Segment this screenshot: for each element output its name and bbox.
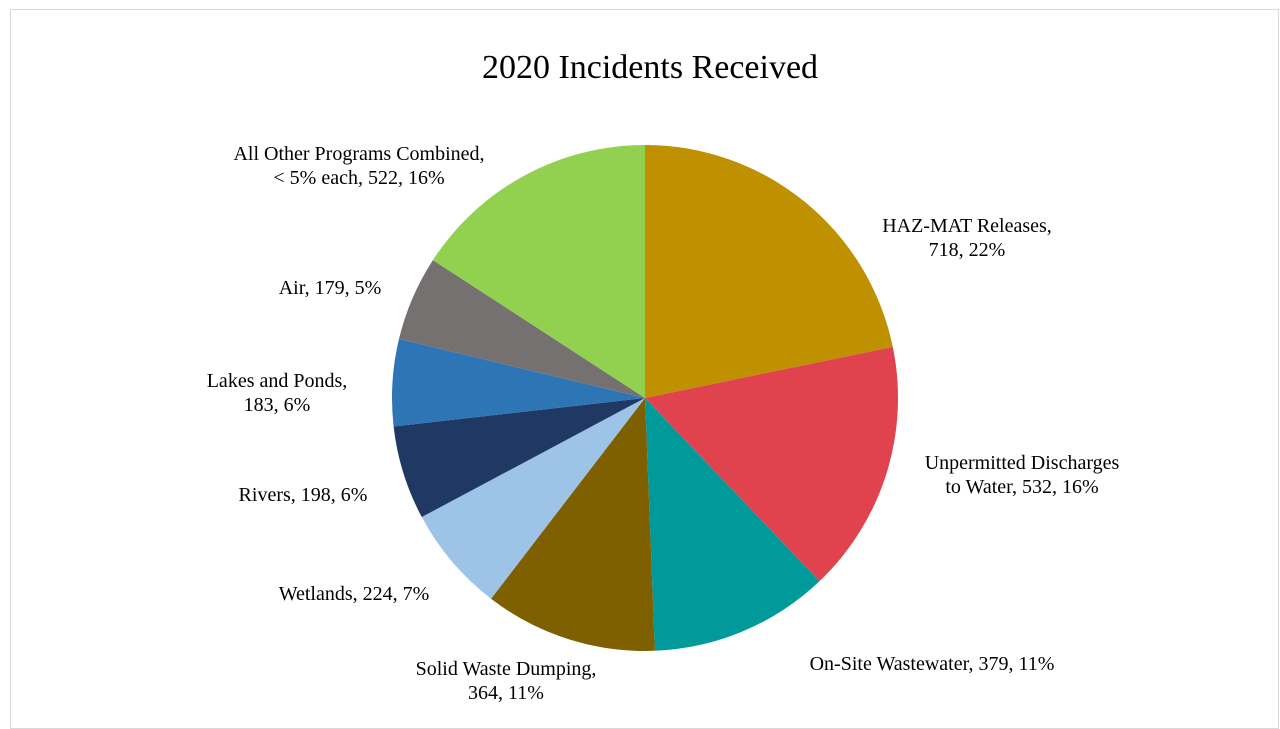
pie-slice-wetlands: [421, 398, 645, 599]
slice-label-line: < 5% each, 522, 16%: [273, 167, 444, 189]
chart-title: 2020 Incidents Received: [482, 49, 818, 86]
pie-slice-on-site-wastewater: [645, 398, 820, 651]
slice-label-unpermitted-discharges-to-water: Unpermitted Discharges to Water, 532, 16%: [925, 452, 1120, 498]
slice-label-line: 364, 11%: [468, 682, 544, 704]
slice-label-rivers: Rivers, 198, 6%: [239, 484, 368, 506]
slice-label-wetlands: Wetlands, 224, 7%: [279, 583, 430, 605]
pie-slice-haz-mat-releases: [645, 145, 893, 398]
slice-label-line: Solid Waste Dumping,: [416, 658, 597, 680]
slice-label-lakes-and-ponds: Lakes and Ponds, 183, 6%: [207, 370, 348, 416]
slice-label-line: 183, 6%: [244, 394, 311, 416]
slice-label-all-other-programs-combined-5-each: All Other Programs Combined, < 5% each, 5…: [233, 143, 484, 189]
slice-label-line: to Water, 532, 16%: [945, 476, 1098, 498]
slice-label-line: 718, 22%: [929, 239, 1006, 261]
slice-label-line: On-Site Wastewater, 379, 11%: [810, 653, 1055, 675]
pie-slices: [392, 145, 898, 651]
pie-slice-air: [398, 260, 645, 398]
pie-labels: HAZ-MAT Releases, 718, 22% Unpermitted Dis…: [207, 143, 1120, 704]
slice-label-line: All Other Programs Combined,: [233, 143, 484, 165]
slice-label-line: Unpermitted Discharges: [925, 452, 1120, 474]
pie-chart: 2020 Incidents Received HAZ-MAT Releases…: [207, 49, 1120, 704]
slice-label-line: HAZ-MAT Releases,: [882, 215, 1052, 237]
slice-label-line: Rivers, 198, 6%: [239, 484, 368, 506]
slice-label-haz-mat-releases: HAZ-MAT Releases, 718, 22%: [882, 215, 1052, 261]
slice-label-line: Lakes and Ponds,: [207, 370, 348, 392]
slice-label-solid-waste-dumping: Solid Waste Dumping, 364, 11%: [416, 658, 597, 704]
pie-slice-unpermitted-discharges-to-water: [645, 346, 898, 582]
pie-slice-lakes-and-ponds: [392, 338, 645, 427]
pie-slice-rivers: [393, 398, 645, 518]
pie-slice-all-other-programs-combined-5-each: [432, 145, 645, 398]
slice-label-air: Air, 179, 5%: [279, 277, 382, 299]
pie-slice-solid-waste-dumping: [491, 398, 655, 651]
slice-label-line: Air, 179, 5%: [279, 277, 382, 299]
slice-label-on-site-wastewater: On-Site Wastewater, 379, 11%: [810, 653, 1055, 675]
slice-label-line: Wetlands, 224, 7%: [279, 583, 430, 605]
